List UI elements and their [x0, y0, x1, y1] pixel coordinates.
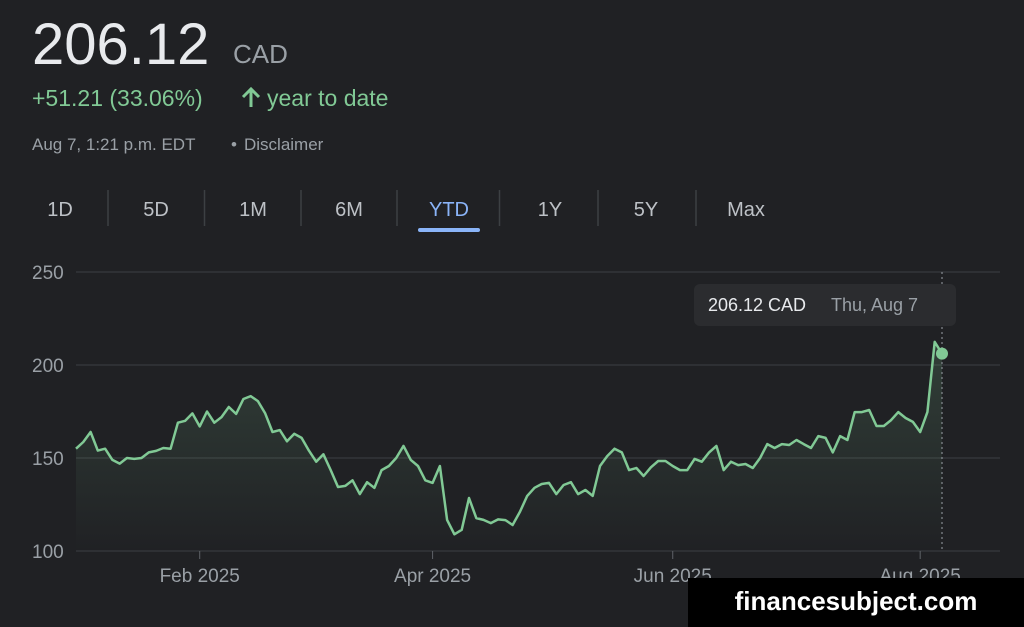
x-tick-label: Apr 2025: [394, 566, 471, 587]
watermark: financesubject.com: [735, 586, 978, 616]
x-tick-label: Feb 2025: [160, 566, 240, 587]
y-tick-label: 250: [32, 263, 64, 284]
range-tab[interactable]: 1D: [47, 199, 73, 221]
period: year to date: [267, 85, 388, 111]
range-tab[interactable]: 6M: [335, 199, 363, 221]
currency: CAD: [233, 39, 288, 69]
range-tab[interactable]: 5Y: [634, 199, 658, 221]
up-arrow: [241, 86, 261, 107]
range-tab[interactable]: 5D: [143, 199, 169, 221]
watermark-box: [688, 578, 1024, 627]
range-tab[interactable]: 1M: [239, 199, 267, 221]
tooltip-date: Thu, Aug 7: [831, 295, 918, 315]
hover-point: [936, 347, 948, 360]
bullet: •: [231, 135, 237, 154]
price: 206.12: [32, 12, 209, 77]
change: +51.21 (33.06%): [32, 85, 203, 111]
y-tick-label: 100: [32, 542, 64, 563]
disclaimer-link[interactable]: Disclaimer: [244, 135, 324, 154]
range-tab[interactable]: Max: [727, 199, 765, 221]
range-tab[interactable]: 1Y: [538, 199, 562, 221]
y-tick-label: 150: [32, 449, 64, 470]
range-tab[interactable]: YTD: [429, 199, 469, 221]
price-line: [75, 340, 944, 536]
active-underline: [418, 228, 480, 232]
y-tick-label: 200: [32, 356, 64, 377]
area: [76, 341, 942, 551]
timestamp: Aug 7, 1:21 p.m. EDT: [32, 135, 195, 154]
range-tabs: 1D 5D 1M 6M YTD 1Y 5Y Max: [47, 190, 765, 232]
tooltip-value: 206.12 CAD: [708, 295, 806, 315]
tooltip-box: [694, 284, 956, 326]
